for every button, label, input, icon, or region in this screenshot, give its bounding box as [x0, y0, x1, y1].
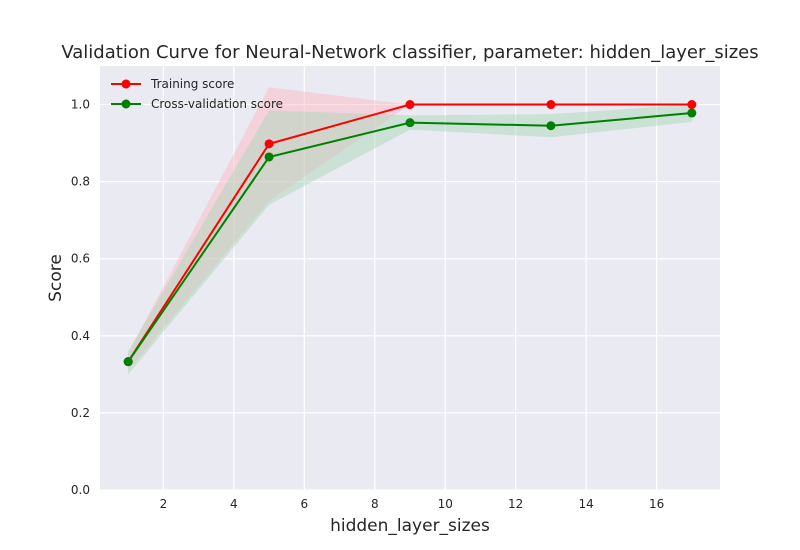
y-tick-label: 0.6	[71, 252, 90, 266]
series-markers	[123, 100, 697, 367]
y-tick-label: 0.4	[71, 329, 90, 343]
chart-title: Validation Curve for Neural-Network clas…	[61, 42, 758, 63]
point-cross-validation	[264, 152, 274, 162]
x-axis-label: hidden_layer_sizes	[330, 516, 490, 536]
legend-marker-training	[121, 79, 131, 89]
point-training	[687, 100, 697, 110]
x-tick-label: 12	[508, 497, 523, 511]
x-tick-label: 14	[578, 497, 593, 511]
y-tick-label: 0.0	[71, 483, 90, 497]
plot-background	[100, 66, 720, 490]
y-tick-labels: 0.0 0.2 0.4 0.6 0.8 1.0	[71, 98, 90, 497]
y-tick-label: 0.8	[71, 175, 90, 189]
x-tick-label: 16	[649, 497, 664, 511]
y-tick-label: 0.2	[71, 406, 90, 420]
x-tick-label: 4	[230, 497, 238, 511]
x-tick-label: 2	[160, 497, 168, 511]
band-cross-validation	[128, 104, 692, 375]
x-tick-label: 10	[438, 497, 453, 511]
point-cross-validation	[546, 121, 556, 131]
point-cross-validation	[687, 108, 697, 118]
legend: Training score Cross-validation score	[111, 77, 283, 111]
y-tick-label: 1.0	[71, 98, 90, 112]
legend-marker-cross-validation	[121, 99, 131, 109]
legend-label-cross-validation: Cross-validation score	[151, 97, 283, 111]
y-axis-label: Score	[46, 254, 66, 302]
legend-label-training: Training score	[150, 77, 234, 91]
point-cross-validation	[123, 357, 133, 367]
point-training	[405, 100, 415, 110]
point-cross-validation	[405, 118, 415, 128]
x-tick-label: 8	[371, 497, 379, 511]
x-tick-label: 6	[300, 497, 308, 511]
point-training	[264, 139, 274, 149]
x-tick-labels: 2 4 6 8 10 12 14 16	[160, 497, 665, 511]
point-training	[546, 100, 556, 110]
